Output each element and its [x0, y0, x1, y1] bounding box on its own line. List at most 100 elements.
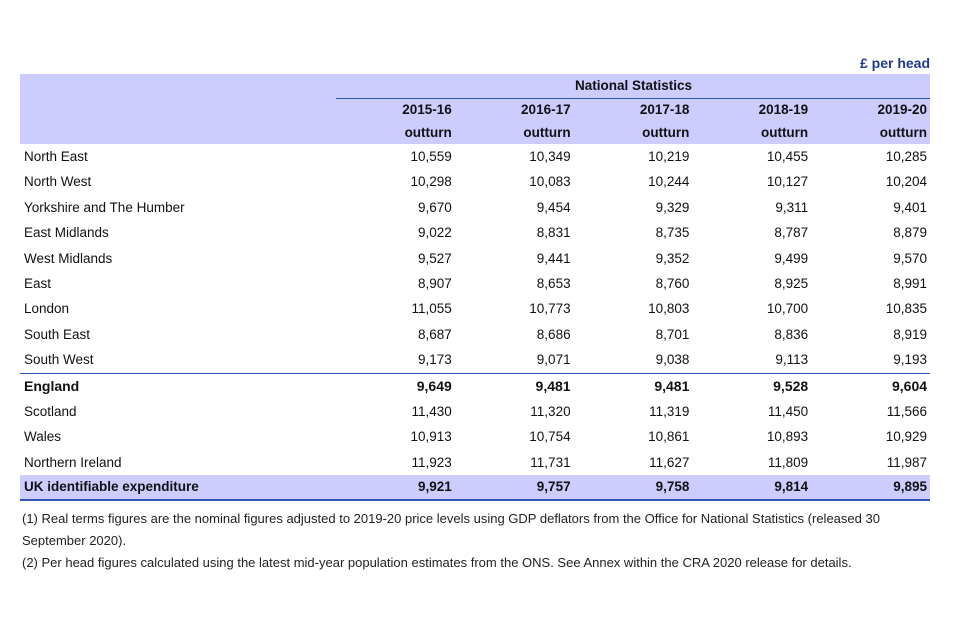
cell-value: 9,352 [655, 250, 690, 266]
table-row: East Midlands 9,022 8,831 8,735 8,787 8,… [20, 220, 930, 245]
cell-value: 10,913 [410, 429, 452, 445]
cell-value: 10,803 [648, 301, 690, 317]
cell-value: 9,441 [536, 250, 571, 266]
cell-value: 10,559 [410, 149, 452, 164]
table-row: Yorkshire and The Humber 9,670 9,454 9,3… [20, 195, 930, 220]
column-type: outturn [760, 125, 809, 140]
cell-value: 8,991 [893, 276, 928, 292]
cell-value: 10,244 [648, 174, 690, 190]
cell-value: 9,528 [692, 372, 812, 400]
cell-value: 9,527 [418, 250, 452, 266]
cell-value: 8,907 [418, 276, 452, 292]
table-row: West Midlands 9,527 9,441 9,352 9,499 9,… [20, 246, 930, 271]
cell-value: 9,649 [336, 372, 455, 400]
cell-value: 9,921 [336, 475, 455, 502]
column-year: 2017-18 [639, 102, 690, 117]
table-row: Scotland 11,430 11,320 11,319 11,450 11,… [20, 399, 930, 424]
row-label: UK identifiable expenditure [20, 475, 336, 502]
cell-value: 10,127 [766, 174, 809, 190]
cell-value: 9,454 [536, 199, 571, 215]
cell-value: 9,173 [418, 352, 452, 368]
cell-value: 8,653 [536, 276, 571, 292]
table-row: South West 9,173 9,071 9,038 9,113 9,193 [20, 347, 930, 373]
row-label: North East [24, 149, 88, 164]
cell-value: 8,919 [893, 326, 928, 342]
cell-value: 8,831 [536, 225, 571, 241]
column-type: outturn [404, 125, 452, 140]
table-row: North West 10,298 10,083 10,244 10,127 1… [20, 169, 930, 194]
row-label: East [24, 276, 52, 292]
cell-value: 11,731 [530, 454, 571, 470]
cell-value: 8,879 [893, 225, 928, 241]
cell-value: 11,055 [411, 301, 452, 317]
cell-value: 9,311 [775, 199, 809, 215]
row-label: Northern Ireland [24, 454, 122, 470]
cell-value: 11,450 [767, 404, 809, 420]
cell-value: 10,285 [885, 149, 928, 164]
cell-value: 9,401 [893, 199, 928, 215]
cell-value: 9,071 [536, 352, 571, 368]
column-type: outturn [879, 125, 928, 140]
cell-value: 9,570 [893, 250, 928, 266]
column-year: 2018-19 [758, 102, 809, 117]
cell-value: 10,083 [529, 174, 571, 190]
cell-value: 10,298 [410, 174, 452, 190]
cell-value: 11,320 [530, 404, 571, 420]
cell-value: 10,893 [766, 429, 809, 445]
cell-value: 8,760 [655, 276, 690, 292]
cell-value: 9,481 [454, 372, 574, 400]
cell-value: 9,758 [573, 475, 693, 502]
cell-value: 9,499 [774, 250, 809, 266]
cell-value: 8,701 [655, 326, 690, 342]
footnote: (2) Per head figures calculated using th… [22, 555, 852, 571]
cell-value: 9,604 [811, 372, 931, 400]
cell-value: 11,627 [649, 454, 690, 470]
cell-value: 9,757 [454, 475, 574, 502]
unit-label: £ per head [859, 55, 930, 71]
header-spacer [20, 74, 336, 99]
column-type: outturn [523, 125, 571, 140]
table-row: North East 10,559 10,349 10,219 10,455 1… [20, 144, 930, 169]
cell-value: 9,022 [418, 225, 452, 241]
row-label: Wales [24, 429, 62, 445]
row-label: West Midlands [24, 250, 113, 266]
cell-value: 9,670 [418, 199, 452, 215]
cell-value: 9,895 [811, 475, 931, 502]
cell-value: 8,686 [536, 326, 571, 342]
row-label: South West [24, 352, 94, 368]
footnote: (1) Real terms figures are the nominal f… [22, 511, 880, 549]
cell-value: 10,219 [648, 149, 690, 164]
header-spacer [20, 99, 336, 122]
group-header-row: National Statistics [20, 74, 931, 99]
row-label: South East [24, 326, 91, 342]
table-row: East 8,907 8,653 8,760 8,925 8,991 [20, 271, 930, 296]
table-row-england-total: England 9,649 9,481 9,481 9,528 9,604 [20, 372, 931, 400]
cell-value: 10,700 [766, 301, 809, 317]
cell-value: 10,204 [885, 174, 928, 190]
cell-value: 8,836 [774, 326, 809, 342]
cell-value: 8,925 [774, 276, 809, 292]
cell-value: 9,038 [655, 352, 690, 368]
cell-value: 10,754 [529, 429, 571, 445]
row-label: London [24, 301, 70, 317]
cell-value: 8,735 [655, 225, 690, 241]
footnotes: (1) Real terms figures are the nominal f… [20, 508, 930, 574]
column-year: 2019-20 [877, 102, 928, 117]
cell-value: 11,566 [886, 404, 928, 420]
year-header-row: 2015-16 2016-17 2017-18 2018-19 2019-20 [20, 98, 931, 122]
cell-value: 9,193 [893, 352, 928, 368]
column-type: outturn [642, 125, 690, 140]
column-year: 2016-17 [521, 102, 571, 117]
cell-value: 11,430 [411, 404, 452, 420]
type-header-row: outturn outturn outturn outturn outturn [20, 121, 931, 144]
cell-value: 10,349 [529, 149, 571, 164]
cell-value: 11,809 [767, 454, 809, 470]
cell-value: 10,455 [766, 149, 809, 164]
header-spacer [20, 121, 336, 144]
table-row: Wales 10,913 10,754 10,861 10,893 10,929 [20, 424, 930, 449]
cell-value: 10,773 [529, 301, 571, 317]
cell-value: 10,861 [648, 429, 690, 445]
row-label: East Midlands [24, 225, 109, 241]
cell-value: 9,329 [655, 199, 690, 215]
row-label: North West [24, 174, 92, 190]
